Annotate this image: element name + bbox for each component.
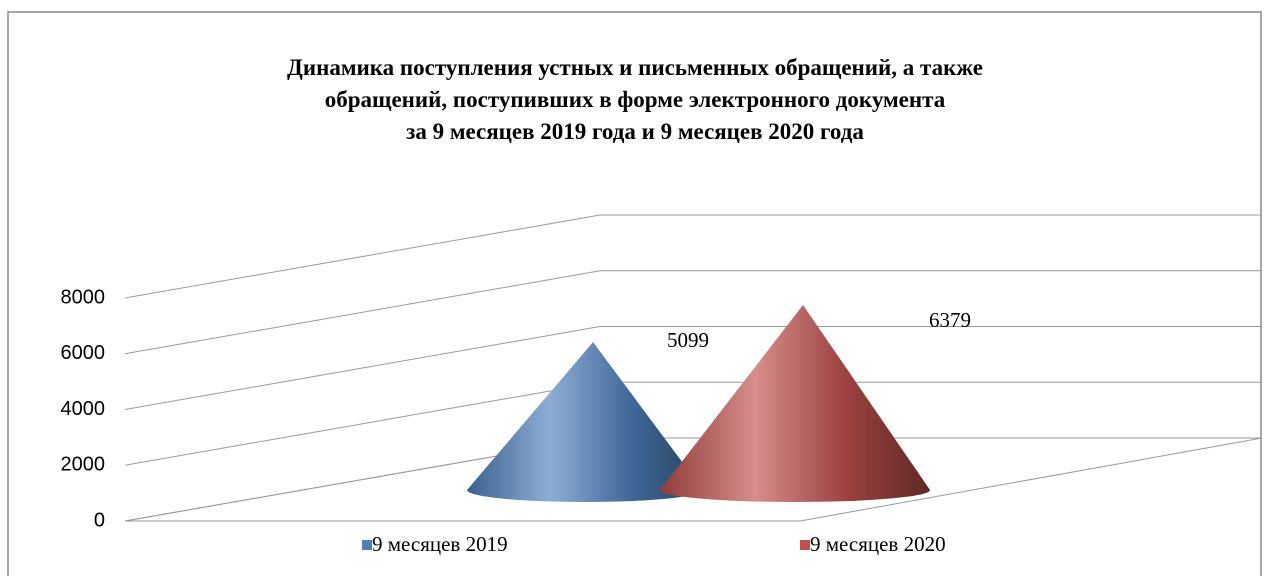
grid-line [124, 270, 1262, 355]
legend-swatch [362, 540, 372, 550]
y-tick-label: 0 [94, 509, 105, 531]
grid-line [124, 326, 1262, 410]
y-tick-label: 8000 [61, 286, 106, 308]
legend-label: 9 месяцев 2020 [810, 532, 946, 556]
cone [467, 342, 703, 502]
legend-swatch [800, 540, 810, 550]
grid-line [124, 214, 1262, 299]
chart-border [7, 11, 1262, 576]
y-tick-label: 2000 [61, 454, 106, 476]
data-label: 5099 [667, 328, 709, 352]
chart-title: Динамика поступления устных и письменных… [287, 55, 983, 144]
y-tick-label: 6000 [61, 342, 106, 364]
data-label: 6379 [929, 308, 971, 332]
legend-label: 9 месяцев 2019 [372, 532, 508, 556]
cone [660, 305, 930, 502]
y-tick-label: 4000 [61, 398, 106, 420]
